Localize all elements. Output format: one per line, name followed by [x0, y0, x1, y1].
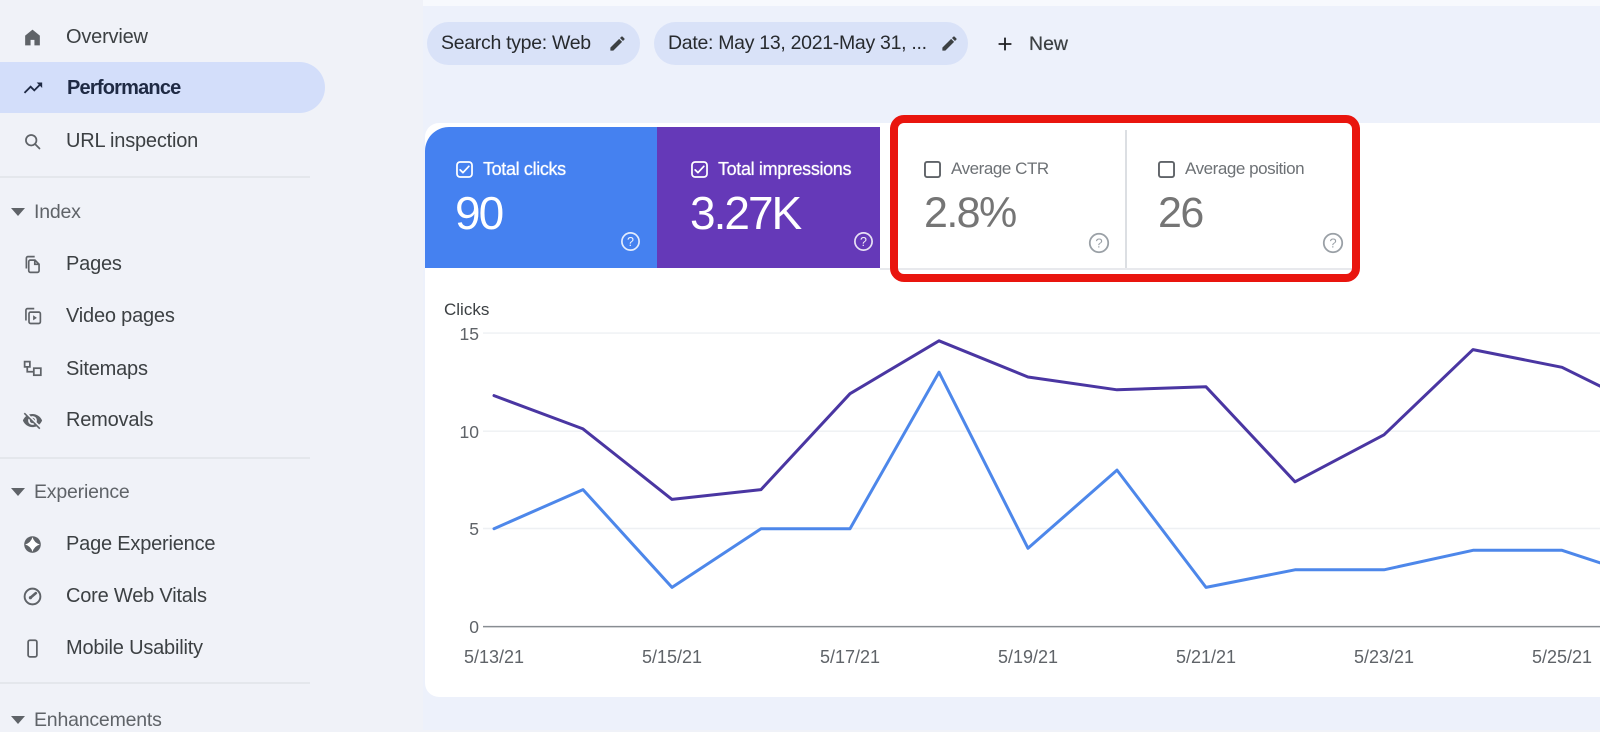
svg-text:?: ? — [1329, 235, 1336, 250]
svg-text:?: ? — [860, 235, 867, 249]
svg-text:?: ? — [1095, 235, 1102, 250]
svg-text:?: ? — [627, 235, 634, 249]
